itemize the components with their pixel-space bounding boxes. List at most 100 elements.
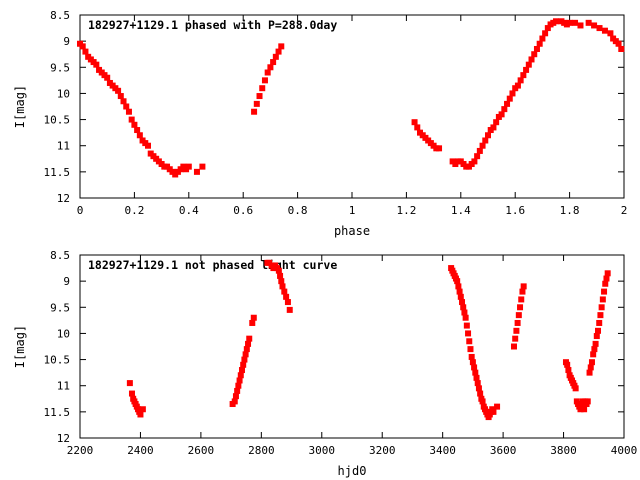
data-point — [275, 48, 282, 55]
data-point — [115, 87, 122, 94]
data-point — [520, 283, 527, 290]
data-point — [592, 340, 599, 347]
x-tick-label: 2400 — [127, 444, 154, 457]
data-point — [523, 66, 530, 73]
x-tick-label: 2200 — [67, 444, 94, 457]
data-point — [542, 30, 549, 37]
x-tick-label: 0.4 — [179, 204, 199, 217]
data-point — [510, 343, 517, 350]
data-point — [525, 61, 532, 68]
data-point — [602, 280, 609, 287]
data-point — [519, 288, 526, 295]
data-point — [411, 119, 418, 126]
x-tick-label: 1 — [349, 204, 356, 217]
data-point — [137, 411, 144, 418]
data-point — [242, 351, 249, 358]
data-point — [245, 340, 252, 347]
data-point — [577, 406, 584, 413]
data-point — [604, 270, 611, 277]
y-axis-label: I[mag] — [13, 325, 27, 368]
data-point — [598, 304, 605, 311]
data-point — [460, 304, 467, 311]
data-point — [479, 142, 486, 149]
data-point — [136, 132, 143, 139]
data-point — [123, 103, 130, 110]
y-tick-label: 11.5 — [44, 406, 71, 419]
data-point — [514, 82, 521, 89]
data-point — [577, 22, 584, 29]
x-tick-label: 2800 — [248, 444, 275, 457]
chart-title: 182927+1129.1 phased with P=288.0day — [88, 18, 337, 32]
data-point — [128, 116, 135, 123]
data-point — [131, 121, 138, 128]
data-point — [517, 77, 524, 84]
data-point — [139, 406, 146, 413]
y-tick-label: 10.5 — [44, 354, 71, 367]
data-point — [455, 283, 462, 290]
data-point — [457, 293, 464, 300]
data-point — [279, 283, 286, 290]
data-point — [490, 124, 497, 131]
data-point — [588, 359, 595, 366]
data-point — [520, 72, 527, 79]
y-tick-label: 10 — [57, 87, 70, 100]
x-tick-label: 1.8 — [560, 204, 580, 217]
data-point — [615, 40, 622, 47]
x-tick-label: 0.8 — [288, 204, 308, 217]
chart-title: 182927+1129.1 not phased light curve — [88, 258, 337, 272]
data-point — [120, 98, 127, 105]
data-point — [251, 108, 258, 115]
data-point — [590, 351, 597, 358]
data-point — [494, 403, 501, 410]
data-point — [250, 314, 257, 321]
x-tick-label: 0 — [77, 204, 84, 217]
y-tick-label: 9 — [63, 35, 70, 48]
data-point — [596, 319, 603, 326]
x-tick-label: 4000 — [611, 444, 638, 457]
data-point — [134, 127, 141, 134]
data-point — [456, 288, 463, 295]
y-tick-label: 10.5 — [44, 114, 71, 127]
data-point — [566, 19, 573, 26]
data-point — [465, 330, 472, 337]
data-point — [436, 145, 443, 152]
chart-panel-1: 0 0.2 0.4 0.6 0.8 1 1.2 1.4 1.6 1.8 2 8.5 9 9.5 10 10.5… — [13, 9, 627, 238]
data-point — [117, 93, 124, 100]
x-tick-label: 3400 — [429, 444, 456, 457]
data-point — [82, 48, 89, 55]
data-point — [476, 147, 483, 154]
data-point — [125, 108, 132, 115]
data-point — [482, 137, 489, 144]
data-point — [275, 267, 282, 274]
data-point — [235, 382, 242, 389]
y-axis-label: I[mag] — [13, 85, 27, 128]
data-point — [474, 380, 481, 387]
data-point — [259, 85, 266, 92]
data-point — [474, 153, 481, 160]
x-tick-label: 0.2 — [124, 204, 144, 217]
data-point — [238, 367, 245, 374]
plot-frame — [79, 254, 625, 439]
y-tick-label: 8.5 — [50, 249, 70, 262]
data-point — [128, 390, 135, 397]
y-tick-label: 8.5 — [50, 9, 70, 22]
data-point — [607, 30, 614, 37]
data-point — [514, 319, 521, 326]
data-point — [466, 338, 473, 345]
data-point — [544, 25, 551, 32]
data-point — [272, 53, 279, 60]
data-point — [283, 293, 290, 300]
x-tick-label: 2600 — [188, 444, 215, 457]
data-point — [237, 372, 244, 379]
data-point — [264, 69, 271, 76]
x-tick-label: 2 — [621, 204, 628, 217]
data-point — [504, 100, 511, 107]
data-points — [77, 18, 625, 178]
x-tick-label: 3200 — [369, 444, 396, 457]
data-point — [593, 333, 600, 340]
data-point — [490, 408, 497, 415]
data-point — [591, 22, 598, 29]
data-point — [253, 100, 260, 107]
data-point — [515, 312, 522, 319]
data-point — [199, 163, 206, 170]
